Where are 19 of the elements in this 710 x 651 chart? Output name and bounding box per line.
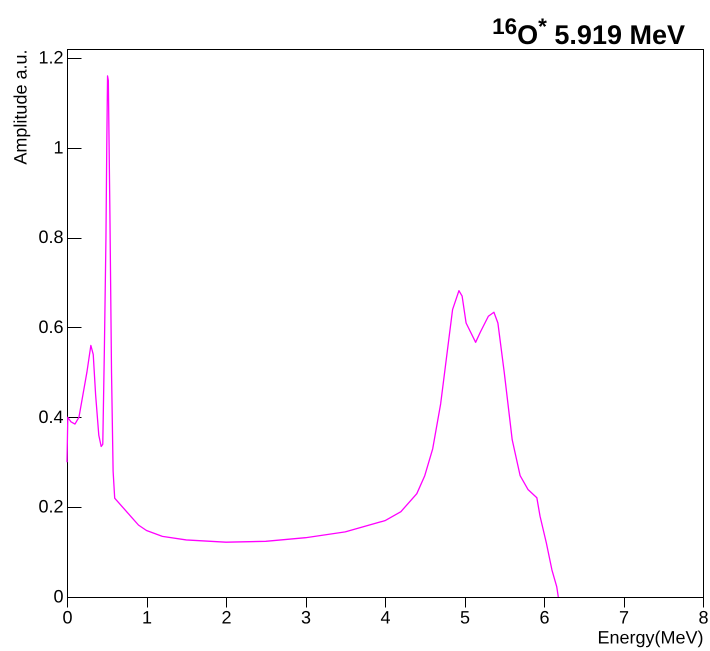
y-tick-label: 0.4 [38,406,64,427]
x-axis-title: Energy(MeV) [597,628,704,648]
y-tick-label: 0.6 [38,316,64,337]
x-tick-label: 5 [460,608,470,628]
chart-title: $^{16}$O$^{*}$ 5.919 MeV [492,14,685,51]
y-axis-title: Amplitude a.u. [10,50,30,165]
x-tick-label: 2 [221,608,232,628]
y-tick-label: 1.2 [38,47,64,68]
x-tick-label: 8 [698,608,709,628]
y-tick-label: 1 [53,137,64,158]
x-tick-label: 7 [618,608,630,628]
y-tick-label: 0 [53,586,64,606]
x-tick-label: 6 [539,608,550,628]
x-tick-label: 1 [142,608,152,628]
x-tick-label: 3 [300,608,312,628]
x-tick-label: 4 [380,608,391,628]
y-tick-label: 0.8 [38,227,64,248]
line-series [66,75,559,598]
y-tick-label: 0.2 [38,496,64,517]
